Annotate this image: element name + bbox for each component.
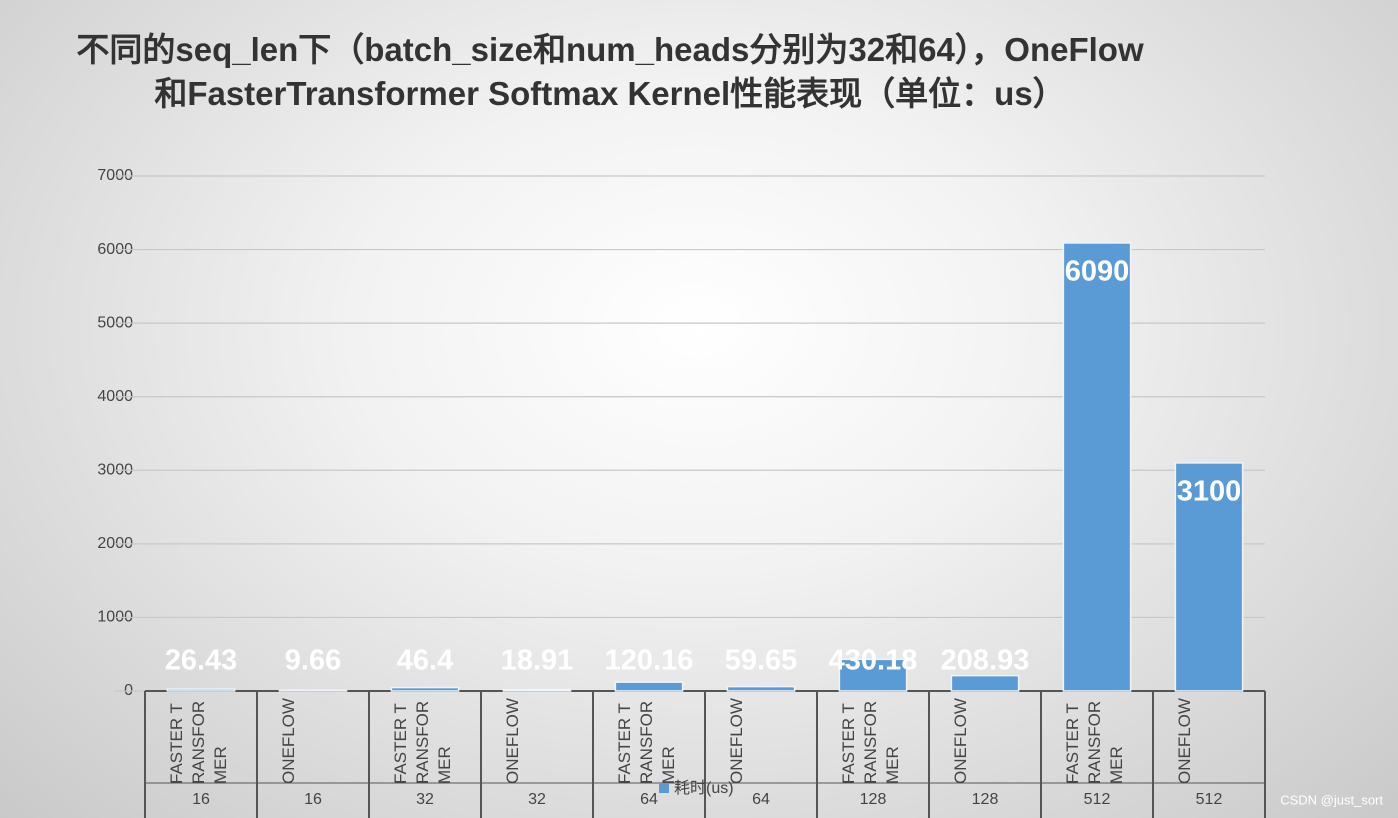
group-label: 64 — [752, 791, 770, 808]
x-tick-label: FASTER TRANSFORMER — [839, 700, 902, 784]
bar — [502, 688, 572, 692]
group-label: 32 — [416, 791, 434, 808]
group-label: 128 — [860, 791, 887, 808]
data-label: 46.4 — [397, 645, 453, 677]
watermark: CSDN @just_sort — [1280, 792, 1383, 807]
x-tick-label: ONEFLOW — [727, 698, 746, 784]
bar — [278, 689, 348, 692]
group-label: 16 — [192, 791, 210, 808]
x-tick-label: ONEFLOW — [279, 698, 298, 784]
data-label: 3100 — [1177, 476, 1242, 508]
bar — [726, 685, 796, 692]
chart-title: 不同的seq_len下（batch_size和num_heads分别为32和64… — [76, 31, 1144, 112]
bar — [838, 658, 908, 692]
bar — [1174, 462, 1244, 692]
data-label: 208.93 — [941, 645, 1030, 677]
data-label: 18.91 — [501, 645, 574, 677]
data-label: 6090 — [1065, 256, 1130, 288]
x-tick-label: FASTER TRANSFORMER — [167, 700, 230, 784]
legend-swatch — [659, 783, 669, 793]
data-label: 430.18 — [829, 645, 918, 677]
bar — [950, 674, 1020, 692]
data-label: 26.43 — [165, 645, 238, 677]
legend-label: 耗时(us) — [674, 779, 734, 797]
group-label: 32 — [528, 791, 546, 808]
data-label: 59.65 — [725, 645, 798, 677]
data-label: 120.16 — [605, 645, 694, 677]
bar — [614, 681, 684, 692]
x-tick-label: ONEFLOW — [1175, 698, 1194, 784]
group-label: 512 — [1084, 791, 1111, 808]
x-tick-label: FASTER TRANSFORMER — [391, 700, 454, 784]
data-label: 9.66 — [285, 645, 341, 677]
bar — [166, 688, 236, 692]
group-label: 64 — [640, 791, 658, 808]
x-tick-label: FASTER TRANSFORMER — [1063, 700, 1126, 784]
bar — [390, 686, 460, 692]
x-tick-label: ONEFLOW — [503, 698, 522, 784]
x-tick-label: FASTER TRANSFORMER — [615, 700, 678, 784]
x-tick-label: ONEFLOW — [951, 698, 970, 784]
group-label: 512 — [1196, 791, 1223, 808]
bar — [1062, 242, 1132, 692]
group-label: 128 — [972, 791, 999, 808]
group-label: 16 — [304, 791, 322, 808]
